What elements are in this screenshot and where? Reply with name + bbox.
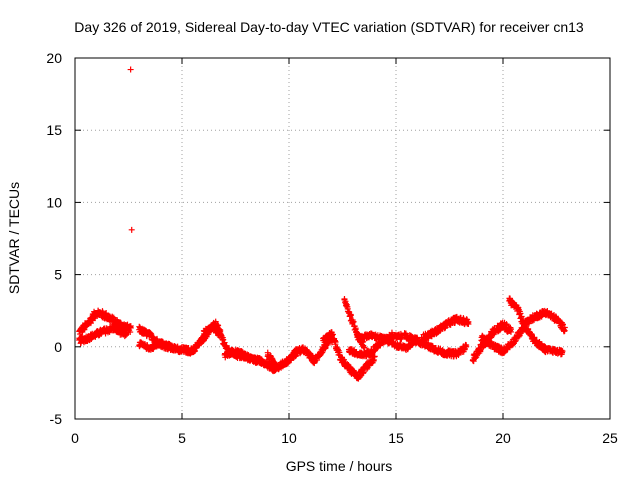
y-tick-label: 20: [46, 50, 62, 66]
data-point: [170, 345, 177, 352]
data-point: [360, 344, 367, 351]
data-point: [347, 312, 354, 319]
data-point: [329, 332, 336, 339]
data-point: [89, 317, 96, 324]
data-point: [477, 347, 484, 354]
data-point: [322, 345, 329, 352]
data-point: [465, 318, 472, 325]
data-point: [463, 343, 470, 350]
data-points: [76, 66, 568, 382]
chart-title: Day 326 of 2019, Sidereal Day-to-day VTE…: [74, 19, 584, 35]
y-tick-label: 0: [54, 339, 62, 355]
data-point: [464, 319, 471, 326]
data-point: [472, 354, 479, 361]
data-point: [363, 365, 370, 372]
data-point: [103, 310, 110, 317]
data-point: [332, 338, 339, 345]
y-tick-label: 10: [46, 194, 62, 210]
y-tick-label: 5: [54, 267, 62, 283]
x-tick-label: 5: [178, 430, 186, 446]
data-point: [127, 324, 134, 331]
x-tick-label: 20: [495, 430, 511, 446]
x-tick-label: 25: [602, 430, 618, 446]
x-axis-label: GPS time / hours: [286, 458, 393, 474]
data-point: [342, 302, 349, 309]
y-axis-label: SDTVAR / TECUs: [6, 182, 22, 294]
x-tick-label: 15: [388, 430, 404, 446]
data-point: [350, 318, 357, 325]
data-point: [127, 323, 134, 330]
data-point: [324, 341, 331, 348]
data-point: [257, 357, 264, 364]
x-tick-label: 10: [281, 430, 297, 446]
x-tick-label: 0: [71, 430, 79, 446]
data-point: [371, 353, 378, 360]
data-point: [219, 335, 226, 342]
y-tick-label: -5: [50, 411, 63, 427]
y-tick-label: 15: [46, 122, 62, 138]
data-point: [148, 331, 155, 338]
data-point: [370, 356, 377, 363]
data-point: [123, 332, 130, 339]
data-point: [455, 352, 462, 359]
